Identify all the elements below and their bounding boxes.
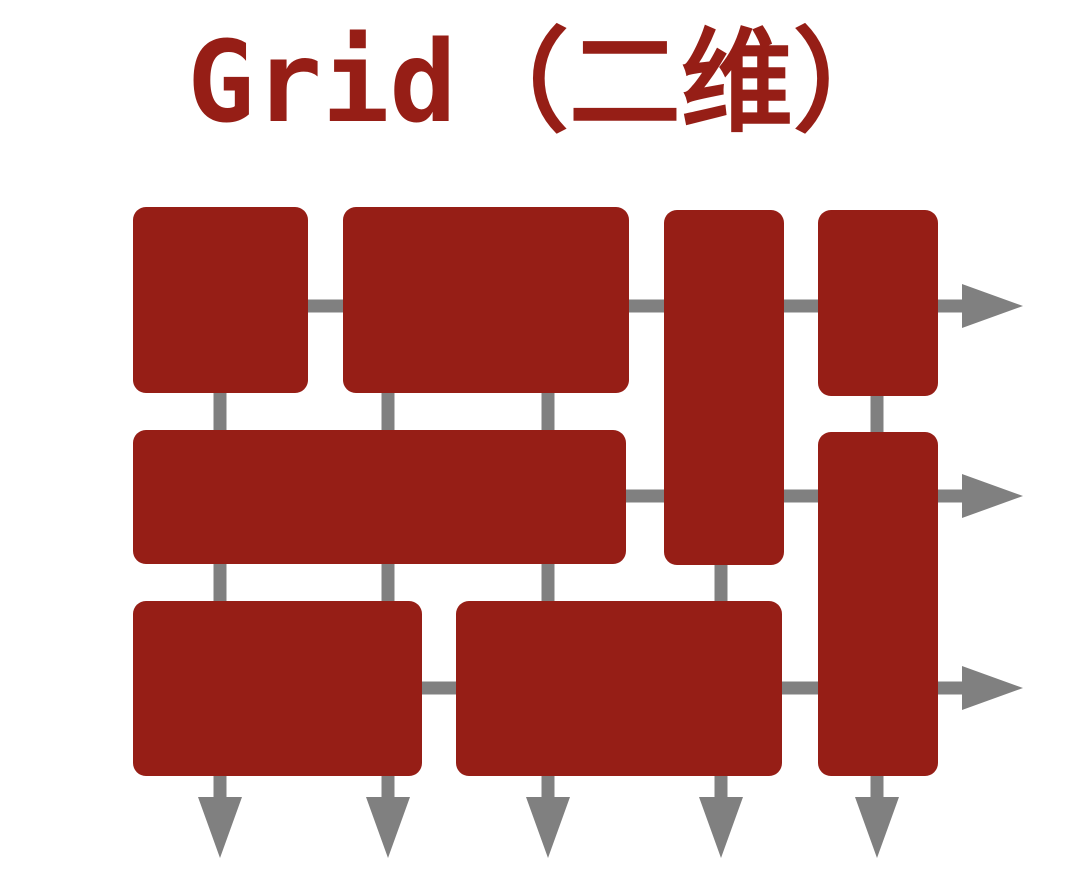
column-arrow-2: [366, 797, 410, 858]
grid-item-6: [818, 432, 938, 776]
grid-item-5: [133, 430, 626, 564]
column-arrow-1: [198, 797, 242, 858]
page-title: Grid（二维）: [187, 18, 905, 148]
column-arrow-5: [855, 797, 899, 858]
grid-item-2: [343, 207, 629, 393]
grid-item-7: [133, 601, 422, 776]
row-arrow-1: [962, 284, 1023, 328]
column-arrow-4: [699, 797, 743, 858]
column-arrow-3: [526, 797, 570, 858]
row-arrow-2: [962, 474, 1023, 518]
grid-item-3: [664, 210, 784, 565]
row-arrow-3: [962, 666, 1023, 710]
grid-item-4: [818, 210, 938, 396]
grid-items: [133, 207, 938, 776]
grid-item-8: [456, 601, 782, 776]
arrowheads: [198, 284, 1023, 858]
grid-item-1: [133, 207, 308, 393]
